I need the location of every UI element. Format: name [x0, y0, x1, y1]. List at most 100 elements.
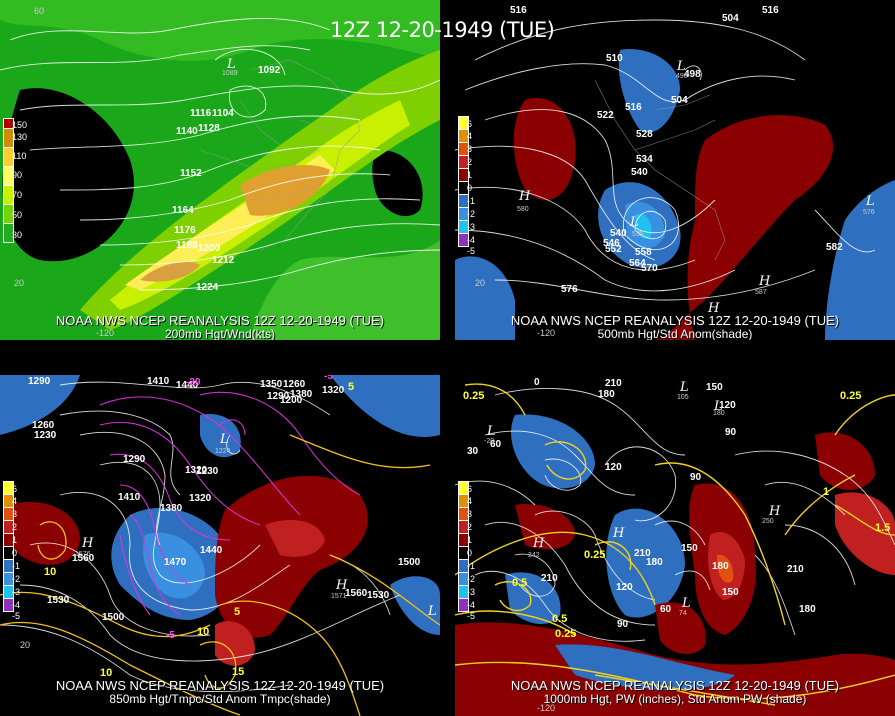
legend-label: 6 [12, 484, 18, 494]
hgt-label: 150 [681, 543, 698, 554]
hgt-label: 1380 [290, 389, 313, 400]
low-center-marker: L [629, 215, 639, 230]
hgt-label: 90 [617, 619, 629, 630]
legend-label: -1 [467, 196, 476, 206]
lat-label: 20 [475, 278, 485, 288]
temp-label: 10 [197, 626, 209, 638]
high-center-marker: H [768, 504, 781, 519]
low-value: -20 [484, 438, 494, 445]
caption-source: NOAA NWS NCEP REANALYSIS 12Z 12-20-1949 … [55, 313, 385, 328]
legend-label: 110 [12, 151, 27, 161]
high-center-marker: H [532, 536, 545, 551]
hgt-label: 1350 [260, 379, 283, 390]
hgt-label: 510 [606, 53, 623, 64]
hgt-label: 120 [719, 400, 736, 411]
legend-label: 4 [467, 131, 473, 141]
temp-label: 5 [348, 381, 354, 393]
hgt-label: 1092 [258, 65, 281, 76]
hgt-label: 522 [597, 110, 614, 121]
hgt-label: 120 [605, 462, 622, 473]
legend-label: -5 [467, 611, 476, 621]
pw-label: 0.5 [512, 577, 527, 589]
hgt-label: 180 [598, 389, 615, 400]
hgt-label: 570 [641, 263, 658, 274]
map-1000mb: 0 210 180 150 120 90 60 30 90 120 150 18… [455, 375, 895, 716]
caption-field: 200mb Hgt/Wnd(kts) [164, 327, 276, 340]
hgt-label: 1290 [267, 391, 290, 402]
hgt-label: 180 [646, 557, 663, 568]
hgt-label: 30 [467, 446, 479, 457]
hgt-label: 498 [684, 69, 701, 80]
high-center-marker: H [81, 536, 94, 551]
high-center-marker: H [335, 578, 348, 593]
temp-label: -20 [186, 377, 201, 388]
hgt-label: 1410 [147, 376, 170, 387]
high-value: 250 [762, 518, 774, 525]
hgt-label: 60 [490, 439, 502, 450]
legend-label: -4 [467, 235, 476, 245]
caption-field: 500mb Hgt/Std Anom(shade) [597, 327, 753, 340]
pw-label: 0.25 [463, 390, 484, 402]
hgt-label: 60 [660, 604, 672, 615]
hgt-label: 516 [625, 102, 642, 113]
hgt-label: 504 [671, 95, 688, 106]
low-center-marker: L [226, 57, 236, 72]
legend-label: 1 [12, 535, 18, 545]
low-value: 498 [676, 73, 688, 80]
caption-source: NOAA NWS NCEP REANALYSIS 12Z 12-20-1949 … [55, 678, 385, 693]
hgt-label: 552 [605, 244, 622, 255]
legend-label: 1 [467, 170, 473, 180]
legend-label: 90 [12, 170, 23, 180]
panel-200mb: 1092 1104 1116 1128 1140 1152 1164 1176 … [0, 0, 440, 340]
legend-std-anom [458, 116, 469, 247]
hgt-label: 546 [603, 238, 620, 249]
legend-label: 6 [467, 119, 473, 129]
hgt-label: 1212 [212, 255, 235, 266]
hgt-label: 516 [762, 5, 779, 16]
hgt-label: 540 [631, 167, 648, 178]
map-200mb: 1092 1104 1116 1128 1140 1152 1164 1176 … [0, 0, 440, 340]
legend-label: 3 [12, 509, 18, 519]
low-value: 1089 [222, 70, 238, 77]
hgt-label: 210 [541, 573, 558, 584]
hgt-label: 1290 [123, 454, 146, 465]
hgt-label: 180 [712, 561, 729, 572]
pw-label: 1.5 [875, 522, 890, 534]
high-value: 1571 [331, 593, 347, 600]
hgt-label: 90 [690, 472, 702, 483]
legend-std-anom [3, 481, 14, 612]
temp-label: 15 [232, 666, 244, 678]
legend-label: 2 [467, 522, 473, 532]
legend-label: -5 [12, 611, 21, 621]
temp-label: 5 [234, 606, 240, 618]
legend-label: 2 [467, 157, 473, 167]
low-center-marker: L [679, 380, 689, 395]
hgt-label: 1200 [280, 395, 303, 406]
pw-label: 0.25 [584, 549, 605, 561]
panel-500mb: 516 504 516 510 498 522 516 528 504 534 … [455, 0, 895, 340]
hgt-label: 1560 [72, 553, 95, 564]
hgt-label: 1440 [200, 545, 223, 556]
pw-label: 1 [823, 486, 829, 498]
legend-label: 50 [12, 210, 23, 220]
temp-label: 10 [100, 667, 112, 679]
legend-label: 4 [12, 496, 18, 506]
low-value: 576 [863, 209, 875, 216]
hgt-label: 1188 [176, 240, 198, 251]
panel-1000mb: 0 210 180 150 120 90 60 30 90 120 150 18… [455, 375, 895, 716]
low-center-marker: L [427, 604, 437, 619]
hgt-label: 0 [534, 377, 540, 388]
lat-label: 20 [14, 278, 24, 288]
hgt-label: 1290 [28, 376, 51, 387]
legend-label: -1 [12, 561, 21, 571]
hgt-label: 1410 [118, 492, 141, 503]
lon-label: -120 [537, 328, 555, 338]
hgt-label: 1500 [102, 612, 125, 623]
hgt-label: 1152 [180, 168, 202, 179]
legend-label: 30 [12, 230, 23, 240]
panel-850mb: 1290 1410 1440 1350 1260 1380 1320 1290 … [0, 375, 440, 716]
legend-label: 70 [12, 190, 23, 200]
legend-label: -2 [467, 209, 476, 219]
legend-wind [3, 118, 14, 243]
legend-label: 150 [12, 120, 28, 130]
